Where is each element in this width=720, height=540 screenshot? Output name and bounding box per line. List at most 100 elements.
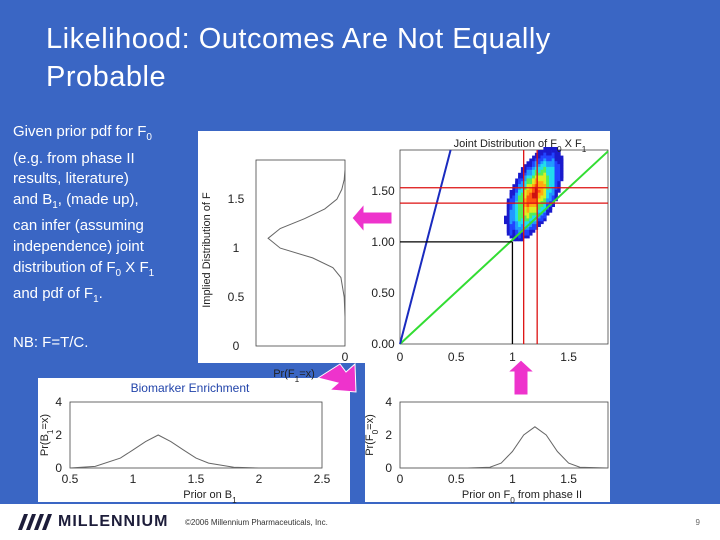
heatmap-cell [526, 201, 530, 207]
heatmap-cell [537, 178, 541, 185]
heatmap-cell [506, 230, 510, 236]
heatmap-cell [549, 167, 553, 173]
heatmap-cell [532, 172, 536, 179]
heatmap-cell [551, 184, 555, 190]
heatmap-cell [557, 152, 561, 159]
heatmap-cell [554, 192, 558, 199]
prior-b1-ytick-label: 2 [55, 428, 62, 442]
heatmap-cell [520, 221, 525, 227]
heatmap-cell [526, 184, 530, 190]
heatmap-cell [554, 178, 558, 185]
prior-f0-frame [399, 401, 609, 469]
heatmap-cell [551, 201, 555, 207]
heatmap-cell [560, 172, 564, 179]
heatmap-cell [523, 215, 527, 222]
heatmap-cell [546, 152, 550, 159]
heatmap-cell [549, 149, 553, 156]
millennium-logo-icon [18, 514, 52, 530]
heatmap-cell [532, 158, 536, 165]
prior-f0-area [365, 378, 610, 502]
heatmap-cell [543, 215, 547, 222]
body-line: results, literature) [13, 170, 129, 188]
implied-ytick-label: 1 [233, 241, 240, 255]
heatmap-cell [529, 207, 533, 213]
heatmap-cell [512, 227, 516, 233]
heatmap-cell [537, 172, 541, 179]
up-arrow-icon [506, 359, 536, 396]
heatmap-cell [509, 221, 513, 227]
heatmap-cell [526, 230, 530, 236]
heatmap-cell [543, 164, 547, 170]
heatmap-cell [518, 235, 522, 242]
implied-series-line [267, 169, 346, 317]
joint-title: Joint Distribution of F0 X F1 [454, 138, 587, 154]
heatmap-cell [543, 172, 547, 179]
footer: MILLENNIUM ©2006 Millennium Pharmaceutic… [0, 504, 720, 540]
heatmap-cell [540, 172, 544, 179]
prior-f0-xtick-label: 1.5 [560, 472, 577, 486]
heatmap-cell [543, 184, 547, 190]
heatmap-cell [526, 187, 530, 193]
body-line: and B1, (made up), [13, 190, 139, 211]
heatmap-cell [515, 207, 519, 213]
heatmap-cell [540, 212, 544, 219]
body-line: and pdf of F1. [13, 285, 103, 306]
heatmap-cell [520, 187, 525, 193]
heatmap-cell [526, 164, 530, 170]
heatmap-cell [534, 184, 539, 190]
heatmap-cell [549, 207, 553, 213]
heatmap-cell [543, 178, 547, 185]
joint-xtick-label: 1.5 [560, 350, 577, 364]
heatmap-cell [529, 192, 533, 199]
heatmap-cell [537, 167, 541, 173]
heatmap-cell [529, 227, 533, 233]
heatmap-cell [509, 215, 513, 222]
logo-text: MILLENNIUM [58, 513, 169, 530]
heatmap-cell [526, 172, 530, 179]
heatmap-cell [512, 207, 516, 213]
heatmap-cell [512, 215, 516, 222]
heatmap-cell [551, 172, 555, 179]
heatmap-cell [509, 198, 513, 205]
heatmap-cell [534, 158, 539, 165]
heatmap-cell [540, 192, 544, 199]
body-line: distribution of F0 X F1 [13, 258, 155, 279]
heatmap-cell [540, 215, 544, 222]
heatmap-cell [549, 164, 553, 170]
heatmap-cell [512, 192, 516, 199]
heatmap-cell [543, 198, 547, 205]
diagonal-arrow-icon [316, 362, 357, 393]
heatmap-cell [520, 207, 525, 213]
heatmap-cell [529, 167, 533, 173]
heatmap-cell [518, 227, 522, 233]
identity-line [399, 150, 609, 345]
heatmap-cell [554, 158, 558, 165]
prior-b1-xlabel: Prior on B1 [183, 489, 237, 504]
slide-title: Likelihood: Outcomes Are Not Equally Pro… [46, 20, 686, 96]
heatmap-cell [526, 198, 530, 205]
heatmap-cell [532, 178, 536, 185]
nb-note: NB: F=T/C. [13, 334, 89, 351]
heatmap-cell [520, 167, 525, 173]
heatmap-cell [523, 187, 527, 193]
heatmap-cell [546, 207, 550, 213]
heatmap-cell [551, 187, 555, 193]
heatmap-cell [523, 192, 527, 199]
heatmap-cell [523, 164, 527, 170]
copyright-text: ©2006 Millennium Pharmaceuticals, Inc. [185, 518, 328, 527]
heatmap-cell [529, 172, 533, 179]
heatmap-cell [557, 184, 561, 190]
heatmap-cell [529, 230, 533, 236]
heatmap-cell [549, 158, 553, 165]
prior-f0-line [400, 426, 609, 469]
heatmap-cell [549, 192, 553, 199]
heatmap-cell [518, 207, 522, 213]
heatmap-cell [518, 212, 522, 219]
heatmap-cell [520, 201, 525, 207]
prior-f0-xlabel: Prior on F0 from phase II [462, 489, 582, 504]
left-arrow-icon [351, 202, 393, 234]
heatmap-cell [523, 184, 527, 190]
prior-f0-xtick-label: 0.5 [448, 472, 465, 486]
heatmap-cell [520, 198, 525, 205]
